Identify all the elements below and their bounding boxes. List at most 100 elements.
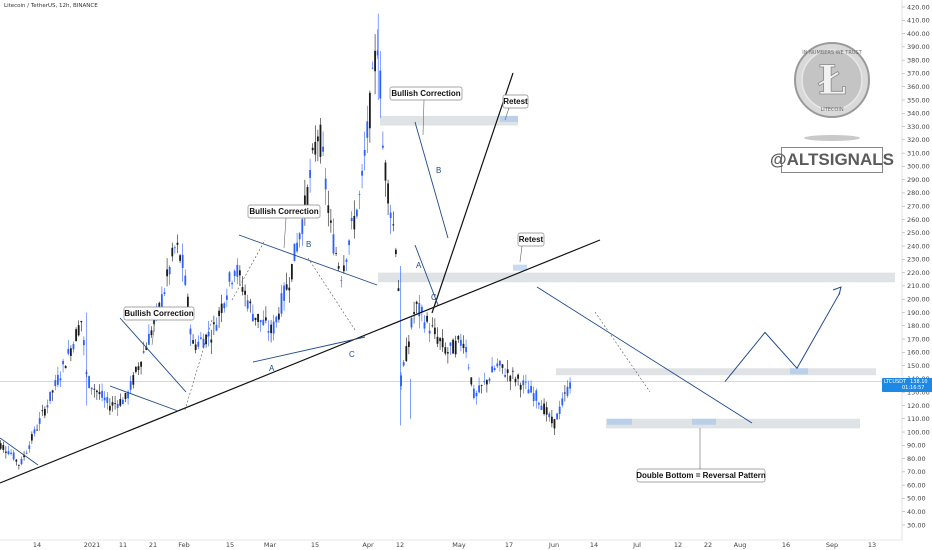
- candle-body: [306, 187, 309, 208]
- candle-body: [480, 385, 483, 386]
- candle-body: [397, 288, 400, 292]
- candle-body: [405, 346, 408, 362]
- candle-body: [171, 247, 174, 257]
- candle-body: [173, 247, 176, 249]
- x-tick-label: May: [452, 541, 466, 549]
- candle-body: [101, 390, 103, 398]
- candle-body: [428, 330, 431, 334]
- x-tick-label: 14: [33, 541, 41, 549]
- y-tick-label: 250.00: [907, 229, 930, 237]
- candle-body: [176, 242, 179, 245]
- candle-body: [566, 386, 569, 396]
- candle-body: [548, 413, 551, 418]
- candle-body: [210, 339, 213, 343]
- candle-body: [181, 254, 184, 268]
- y-tick-label: 390.00: [907, 43, 930, 51]
- candle-body: [353, 216, 356, 230]
- candle-body: [329, 220, 332, 223]
- candle-body: [488, 378, 491, 381]
- candle-body: [504, 374, 506, 377]
- candle-body: [189, 328, 192, 335]
- candle-body: [51, 390, 54, 393]
- x-tick-label: Aug: [734, 541, 747, 549]
- y-tick-label: 150.00: [907, 362, 930, 370]
- y-tick-label: 410.00: [907, 17, 930, 25]
- candle-body: [257, 313, 259, 322]
- candle-body: [7, 451, 10, 455]
- candle-body: [389, 212, 392, 219]
- candle-body: [41, 410, 44, 412]
- candle-body: [309, 170, 311, 178]
- candle-body: [410, 318, 413, 328]
- candle-body: [400, 375, 402, 387]
- candle-body: [267, 331, 270, 333]
- candle-body: [462, 343, 465, 349]
- y-tick-label: 290.00: [907, 176, 930, 184]
- candle-body: [38, 418, 41, 424]
- x-tick-label: Sep: [826, 541, 838, 549]
- highlight-zone: [607, 418, 632, 425]
- triangle-lower-line: [252, 336, 366, 363]
- candle-body: [192, 340, 194, 344]
- candle-body: [228, 272, 231, 282]
- note-bullish-correction-3-text: Bullish Correction: [391, 89, 460, 98]
- x-tick-label: Mar: [264, 541, 277, 549]
- note-bullish-correction-1: Bullish Correction: [123, 306, 195, 346]
- note-retest-1: Retest: [502, 94, 529, 121]
- litecoin-coin-icon: Ł IN NUMBERS WE TRUST LITECOIN: [790, 40, 874, 149]
- highlight-zone: [513, 264, 527, 271]
- flag-lower-line: [109, 385, 179, 412]
- candle-body: [423, 322, 426, 329]
- note-retest-2-box: [517, 232, 545, 247]
- candle-body: [233, 270, 236, 277]
- candle-body: [285, 284, 288, 290]
- candle-body: [475, 392, 478, 397]
- candle-body: [394, 249, 397, 255]
- y-tick-label: 400.00: [907, 30, 930, 38]
- candle-body: [454, 340, 457, 355]
- candle-body: [452, 339, 454, 354]
- note-bullish-correction-3: Bullish Correction: [389, 86, 463, 136]
- note-bullish-correction-2-text: Bullish Correction: [249, 207, 318, 216]
- y-tick-label: 280.00: [907, 189, 930, 197]
- candle-body: [439, 338, 441, 342]
- x-tick-label: Feb: [178, 541, 190, 549]
- wave-label-b1: B: [306, 240, 311, 249]
- steep-trendline: [431, 72, 514, 314]
- highlight-zone: [790, 368, 808, 375]
- candle-body: [314, 141, 317, 155]
- x-tick-label: 22: [704, 541, 712, 549]
- note-retest-2: Retest: [517, 232, 545, 263]
- y-tick-label: 170.00: [907, 335, 930, 343]
- y-tick-label: 180.00: [907, 322, 930, 330]
- candle-body: [54, 380, 57, 387]
- candle-body: [140, 361, 142, 367]
- candle-body: [350, 218, 353, 222]
- candle-body: [56, 374, 59, 385]
- candle-body: [470, 377, 473, 385]
- candle-body: [236, 264, 239, 277]
- candle-body: [124, 393, 127, 399]
- candle-body: [283, 285, 285, 301]
- candle-body: [402, 362, 405, 366]
- candle-body: [212, 322, 215, 325]
- candle-body: [147, 333, 150, 345]
- candle-body: [82, 340, 85, 346]
- x-tick-label: 14: [590, 541, 598, 549]
- note-double-bottom: Double Bottom = Reversal Pattern: [636, 428, 766, 483]
- projection-arrowhead: [832, 286, 842, 296]
- candle-body: [17, 464, 20, 466]
- candle-body: [491, 366, 493, 373]
- candle-body: [184, 275, 187, 285]
- candle-body: [392, 224, 395, 226]
- x-tick-label: 21: [149, 541, 157, 549]
- x-tick-label: 12: [674, 541, 682, 549]
- candle-body: [436, 336, 439, 344]
- candle-body: [431, 325, 434, 327]
- candle-body: [342, 265, 345, 272]
- candle-body: [220, 303, 223, 314]
- note-bullish-correction-3-leader: [422, 99, 425, 136]
- candle-body: [93, 388, 96, 390]
- symbol-header: Litecoin / TetherUS, 12h, BINANCE: [4, 3, 98, 9]
